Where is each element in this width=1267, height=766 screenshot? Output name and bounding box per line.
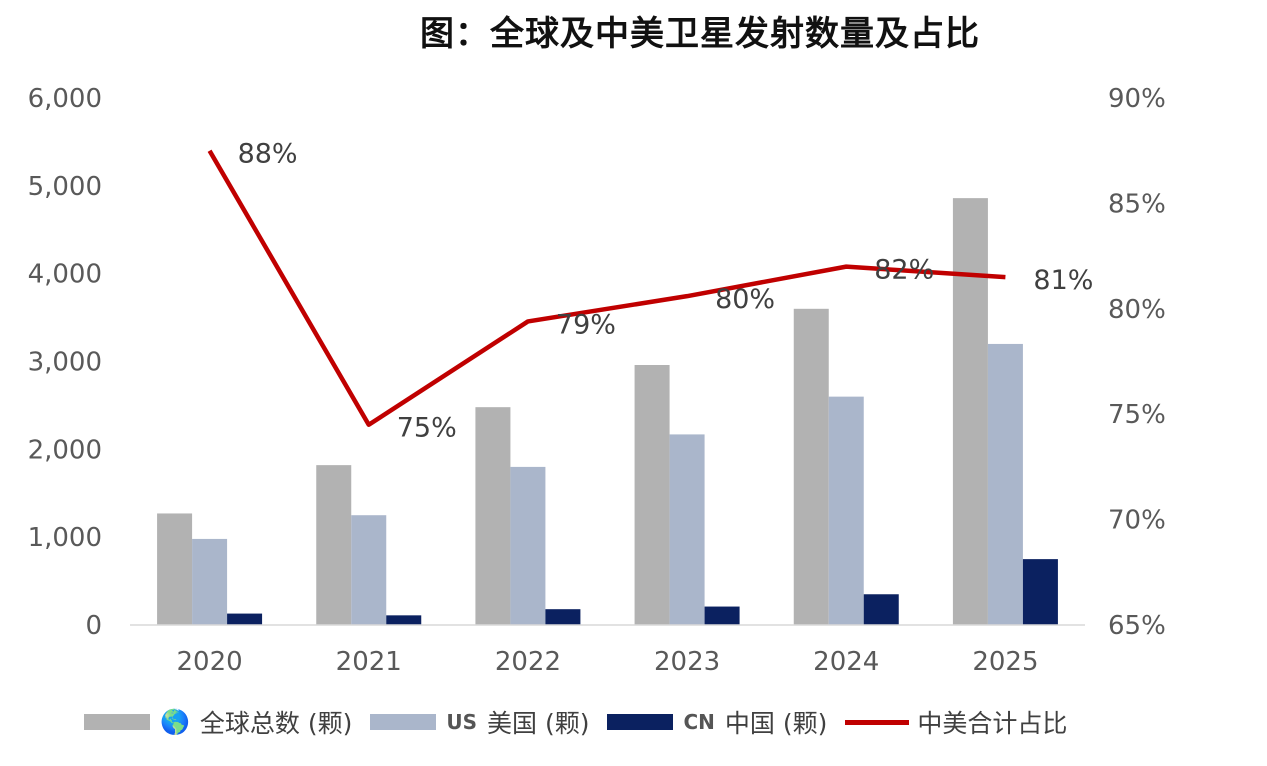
- legend-item-cn: CN 中国 (颗): [607, 704, 827, 740]
- bar-us: [510, 466, 546, 625]
- legend-swatch-cn: [607, 714, 674, 730]
- legend-label-us: 美国 (颗): [487, 709, 590, 738]
- bar-us: [987, 343, 1023, 625]
- share-data-label: 88%: [238, 139, 298, 170]
- y-right-tick-label: 90%: [1108, 84, 1166, 114]
- y-right-tick-label: 75%: [1108, 400, 1166, 430]
- legend-item-share: 中美合计占比: [845, 704, 1067, 740]
- share-data-label: 79%: [556, 309, 616, 340]
- legend-swatch-share: [845, 719, 910, 725]
- bar-cn: [227, 613, 263, 625]
- x-tick-label: 2024: [813, 647, 879, 677]
- globe-icon: 🌎: [160, 708, 190, 736]
- y-right-tick-label: 80%: [1108, 295, 1166, 325]
- y-right-tick-label: 70%: [1108, 506, 1166, 536]
- chart-title: 图：全球及中美卫星发射数量及占比: [420, 14, 980, 54]
- bar-cn: [1022, 559, 1058, 625]
- y-left-tick-label: 2,000: [28, 435, 102, 465]
- bar-cn: [545, 609, 581, 625]
- bar-global: [634, 365, 670, 625]
- bar-global: [475, 407, 511, 625]
- legend-label-share: 中美合计占比: [917, 709, 1068, 738]
- bar-cn: [863, 594, 899, 625]
- bar-us: [351, 515, 387, 625]
- legend-item-global: 🌎 全球总数 (颗): [84, 704, 352, 740]
- bar-global: [793, 308, 829, 625]
- legend-label-cn: 中国 (颗): [724, 709, 828, 738]
- y-left-tick-label: 4,000: [28, 260, 102, 290]
- bar-us: [192, 538, 228, 625]
- legend: 🌎 全球总数 (颗) US 美国 (颗) CN 中国 (颗) 中美合计占比: [84, 704, 1085, 740]
- share-data-label: 82%: [874, 255, 934, 286]
- bar-global: [316, 465, 352, 625]
- share-data-label: 75%: [397, 413, 457, 444]
- legend-swatch-global: [84, 714, 150, 730]
- share-data-label: 80%: [715, 284, 775, 315]
- y-left-tick-label: 3,000: [28, 348, 102, 378]
- cn-flag-icon: CN: [683, 710, 715, 734]
- bar-global: [952, 198, 988, 625]
- y-right-tick-label: 65%: [1108, 611, 1166, 641]
- share-line: [207, 149, 1006, 427]
- legend-label-global: 全球总数 (颗): [199, 709, 353, 738]
- y-right-tick-label: 85%: [1108, 189, 1166, 219]
- bar-us: [828, 396, 864, 625]
- x-tick-label: 2020: [176, 647, 242, 677]
- x-tick-label: 2023: [654, 647, 720, 677]
- bar-global: [157, 513, 193, 625]
- x-tick-label: 2021: [336, 647, 402, 677]
- y-left-tick-label: 1,000: [28, 523, 102, 553]
- share-data-label: 81%: [1033, 265, 1093, 296]
- y-left-tick-label: 6,000: [28, 84, 102, 114]
- x-tick-label: 2025: [972, 647, 1038, 677]
- y-left-tick-label: 5,000: [28, 172, 102, 202]
- bar-cn: [386, 615, 422, 625]
- us-flag-icon: US: [446, 710, 478, 734]
- y-left-tick-label: 0: [85, 611, 102, 641]
- bar-cn: [704, 606, 740, 625]
- bar-us: [669, 434, 705, 625]
- legend-item-us: US 美国 (颗): [370, 704, 589, 740]
- x-tick-label: 2022: [495, 647, 561, 677]
- legend-swatch-us: [370, 714, 437, 730]
